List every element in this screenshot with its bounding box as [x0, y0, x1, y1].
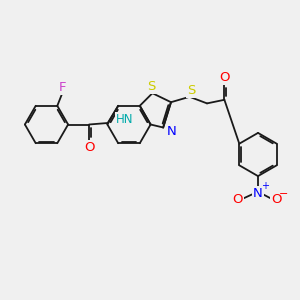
- Text: O: O: [232, 193, 243, 206]
- Text: F: F: [59, 81, 66, 94]
- Text: −: −: [278, 189, 288, 199]
- Text: O: O: [220, 71, 230, 84]
- Text: S: S: [187, 84, 195, 97]
- Text: O: O: [84, 141, 94, 154]
- Text: O: O: [271, 193, 282, 206]
- Text: HN: HN: [116, 113, 134, 126]
- Text: N: N: [167, 124, 176, 138]
- Text: N: N: [253, 187, 263, 200]
- Text: +: +: [261, 181, 268, 191]
- Text: S: S: [147, 80, 155, 93]
